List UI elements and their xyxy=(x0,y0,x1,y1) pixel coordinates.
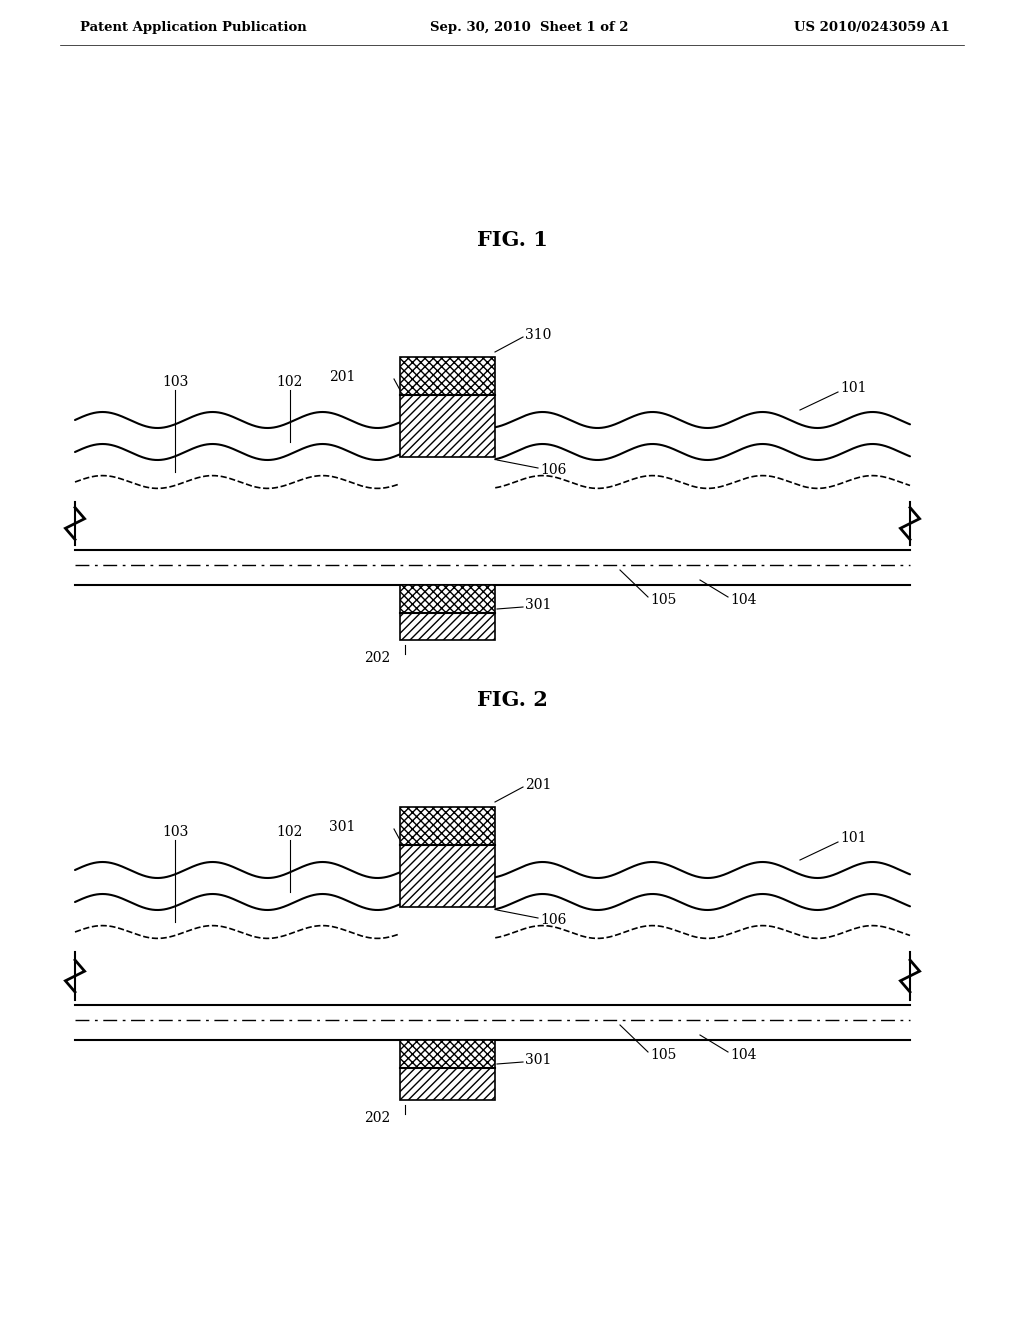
Bar xyxy=(400,807,495,845)
Bar xyxy=(400,1068,495,1100)
Bar xyxy=(400,356,495,395)
Text: 102: 102 xyxy=(276,375,303,389)
Bar xyxy=(400,1040,495,1068)
Text: 105: 105 xyxy=(650,593,677,607)
Text: 301: 301 xyxy=(525,1053,551,1067)
Text: FIG. 2: FIG. 2 xyxy=(476,690,548,710)
Text: FIG. 1: FIG. 1 xyxy=(476,230,548,249)
Text: Patent Application Publication: Patent Application Publication xyxy=(80,21,307,33)
Text: US 2010/0243059 A1: US 2010/0243059 A1 xyxy=(795,21,950,33)
Text: 201: 201 xyxy=(525,777,551,792)
Bar xyxy=(400,612,495,640)
Text: 201: 201 xyxy=(329,370,355,384)
Text: 102: 102 xyxy=(276,825,303,840)
Text: 103: 103 xyxy=(162,825,188,840)
Text: 104: 104 xyxy=(730,593,757,607)
Text: 105: 105 xyxy=(650,1048,677,1063)
Bar xyxy=(400,395,495,457)
Text: 202: 202 xyxy=(364,651,390,665)
Text: 101: 101 xyxy=(840,381,866,395)
Text: 101: 101 xyxy=(840,832,866,845)
Text: 106: 106 xyxy=(540,913,566,927)
Text: 103: 103 xyxy=(162,375,188,389)
Text: 104: 104 xyxy=(730,1048,757,1063)
Text: Sep. 30, 2010  Sheet 1 of 2: Sep. 30, 2010 Sheet 1 of 2 xyxy=(430,21,629,33)
Text: 106: 106 xyxy=(540,463,566,477)
Text: 301: 301 xyxy=(329,820,355,834)
Bar xyxy=(400,845,495,907)
Text: 310: 310 xyxy=(525,327,551,342)
Text: 202: 202 xyxy=(364,1111,390,1125)
Text: 301: 301 xyxy=(525,598,551,612)
Bar xyxy=(400,585,495,612)
